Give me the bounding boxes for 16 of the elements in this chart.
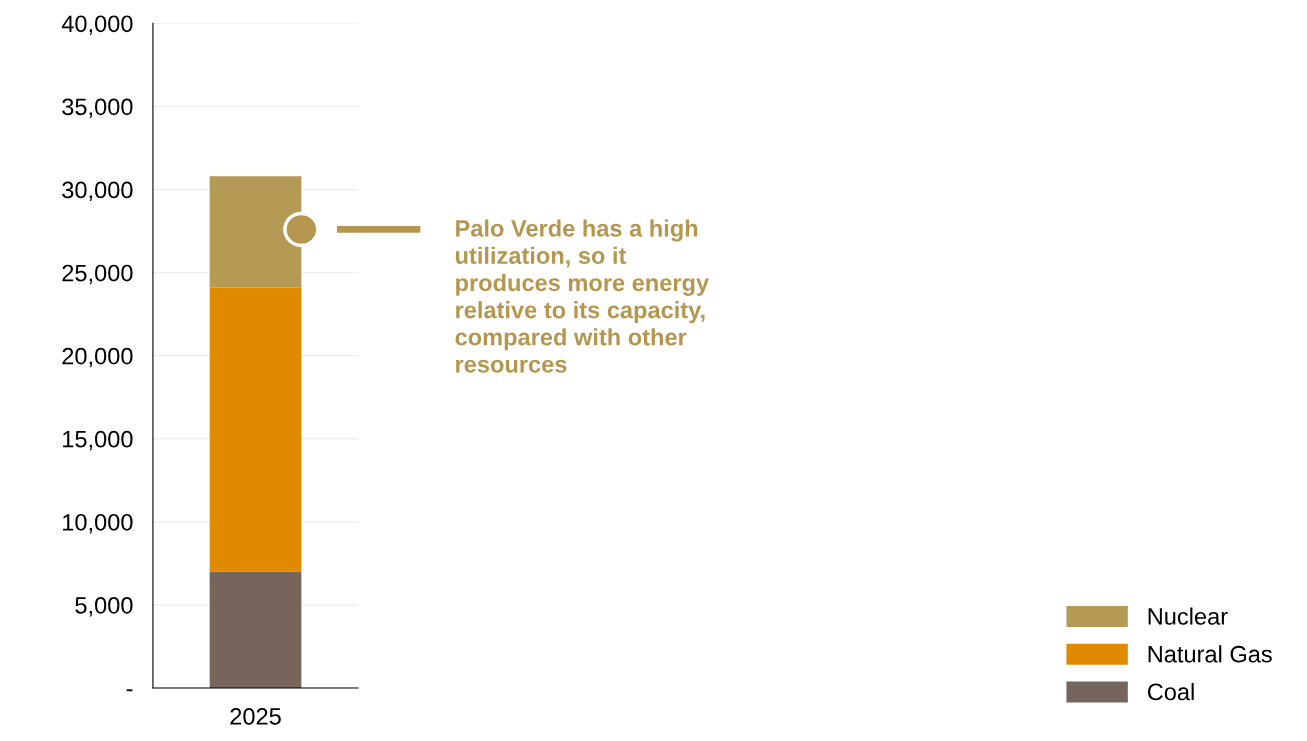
- y-tick-label: 20,000: [62, 347, 133, 368]
- y-tick-label: 25,000: [62, 264, 133, 285]
- y-tick-label: 10,000: [63, 513, 133, 534]
- y-tick-label: 40,000: [61, 15, 133, 35]
- y-tick-label: 15,000: [63, 430, 133, 451]
- y-tick-label: 30,000: [62, 181, 133, 202]
- bar: [209, 287, 302, 572]
- y-tick-label: 5,000: [75, 597, 133, 617]
- legend-label: Coal: [1147, 682, 1194, 701]
- y-tick-label: -: [126, 689, 133, 692]
- text: Palo Verde has a high utilization, so it produces more energy relative to its capacity, compared with other resources: [455, 219, 709, 373]
- y-tick-label: 35,000: [62, 98, 133, 118]
- x-tick-label: 2025: [230, 708, 281, 725]
- legend-label: Nuclear: [1148, 607, 1228, 625]
- legend-label: Natural Gas: [1148, 645, 1272, 663]
- bar: [209, 571, 302, 689]
